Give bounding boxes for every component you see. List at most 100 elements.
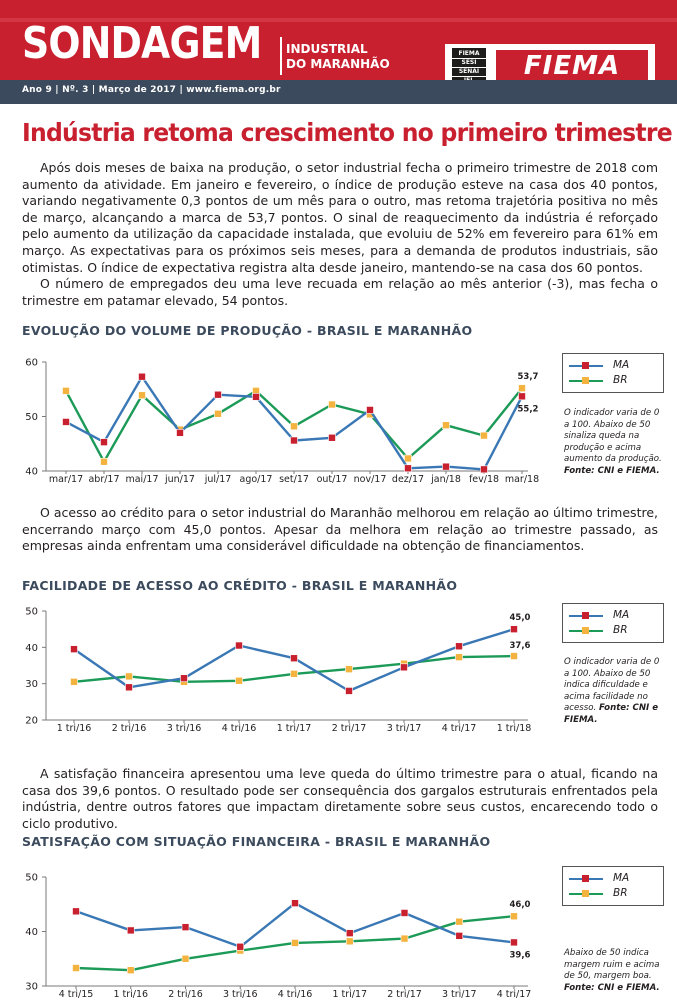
legend-label-br: BR <box>613 887 628 899</box>
system-logo-senai: SENAI <box>452 68 486 77</box>
chart-finance-source: Fonte: CNI e FIEMA. <box>564 982 660 993</box>
data-point-ma <box>70 645 78 653</box>
chart-finance-note-text: Abaixo de 50 indica margem ruim e acima … <box>564 948 660 982</box>
x-tick-label: abr/17 <box>88 474 119 485</box>
data-point-br <box>290 670 298 678</box>
data-point-ma <box>345 687 353 695</box>
chart-production-source: Fonte: CNI e FIEMA. <box>564 465 660 476</box>
data-label-lower: 39,6 <box>510 950 531 960</box>
legend-label-ma: MA <box>613 359 630 371</box>
system-logo-sesi: SESI <box>452 59 486 68</box>
y-tick-label: 40 <box>25 643 38 654</box>
data-point-ma <box>235 641 243 650</box>
data-point-br <box>510 652 518 660</box>
data-point-br <box>442 421 450 430</box>
chart-finance: 30 40 50 4 tri/15 1 tri/16 2 tri/16 3 tri/16 4 … <box>0 866 677 1000</box>
y-tick-label: 40 <box>25 927 38 938</box>
data-point-ma <box>125 683 133 692</box>
data-point-ma <box>455 642 463 651</box>
data-label-lower: 37,6 <box>510 641 531 651</box>
chart-credit-legend: MA BR <box>562 603 664 643</box>
system-logo-stack: FIEMA SESI SENAI IEL <box>452 48 486 86</box>
y-tick-label: 40 <box>25 467 38 478</box>
chart-production-svg: 40 50 60 mar/17 abr/17 mai/17 jun/17 jul/17 ago/… <box>25 358 539 486</box>
legend-label-br: BR <box>613 624 628 636</box>
x-tick-label: 1 tri/16 <box>113 989 148 1000</box>
x-tick-label: 4 tri/16 <box>278 989 313 1000</box>
chart-finance-note: Abaixo de 50 indica margem ruim e acima … <box>564 948 664 994</box>
chart-production-note-text: O indicador varia de 0 a 100. Abaixo de … <box>564 408 662 465</box>
paragraph-4: A satisfação financeira apresentou uma l… <box>22 766 658 831</box>
y-tick-label: 50 <box>25 412 38 423</box>
x-tick-label: 2 tri/17 <box>332 723 367 734</box>
y-tick-label: 30 <box>25 982 38 993</box>
fiema-logo: FIEMA <box>496 50 648 82</box>
data-point-br <box>181 954 190 963</box>
x-tick-label: 2 tri/17 <box>387 989 422 1000</box>
data-point-ma <box>214 390 222 399</box>
chart-production-legend: MA BR <box>562 353 664 393</box>
masthead-logo: SONDAGEM <box>22 18 262 69</box>
data-point-br <box>345 665 353 673</box>
data-point-br <box>214 409 222 418</box>
legend-label-ma: MA <box>613 609 630 621</box>
y-tick-label: 20 <box>25 716 38 727</box>
data-point-br <box>291 939 299 947</box>
x-tick-label: 3 tri/17 <box>387 723 422 734</box>
data-point-ma <box>400 909 409 917</box>
data-point-br <box>70 678 78 686</box>
x-tick-label: jan/18 <box>430 474 461 485</box>
x-tick-label: 4 tri/15 <box>59 989 94 1000</box>
data-point-br <box>328 400 336 409</box>
data-point-br <box>290 422 298 431</box>
x-tick-label: 2 tri/16 <box>168 989 203 1000</box>
paragraph-1: Após dois meses de baixa na produção, o … <box>22 160 658 275</box>
data-point-ma <box>176 429 184 437</box>
x-tick-label: 3 tri/17 <box>442 989 477 1000</box>
data-point-ma <box>400 663 408 672</box>
chart-credit-note: O indicador varia de 0 a 100. Abaixo de … <box>564 657 664 727</box>
page-headline: Indústria retoma crescimento no primeiro… <box>22 118 673 147</box>
data-point-br <box>100 457 108 466</box>
x-tick-label: 2 tri/16 <box>112 723 147 734</box>
x-tick-label: 4 tri/17 <box>497 989 532 1000</box>
data-point-br <box>62 387 70 395</box>
masthead-divider <box>280 37 282 75</box>
chart-credit-title: FACILIDADE DE ACESSO AO CRÉDITO - BRASIL… <box>22 578 458 593</box>
issue-info[interactable]: Ano 9 | Nº. 3 | Março de 2017 | www.fiem… <box>22 85 281 95</box>
data-point-br <box>455 917 464 926</box>
masthead-subtitle-line2: DO MARANHÃO <box>286 57 390 71</box>
data-point-ma <box>138 372 146 381</box>
data-point-ma <box>345 929 354 937</box>
data-label-upper: 46,0 <box>510 900 531 910</box>
data-point-ma <box>236 942 245 951</box>
masthead <box>0 0 677 80</box>
data-point-ma <box>480 465 488 474</box>
data-point-br <box>455 653 463 661</box>
x-tick-label: jul/17 <box>204 474 232 485</box>
data-point-ma <box>291 899 299 907</box>
data-point-br <box>400 934 409 943</box>
data-point-ma <box>252 393 260 401</box>
data-point-ma <box>72 907 80 916</box>
x-tick-label: 1 tri/18 <box>497 723 532 734</box>
x-tick-label: ago/17 <box>240 474 273 485</box>
data-point-ma <box>290 436 298 445</box>
issue-bar <box>0 80 677 104</box>
data-point-br <box>345 937 354 946</box>
data-point-br <box>235 676 243 685</box>
data-point-ma <box>62 418 70 426</box>
chart-production-title: EVOLUÇÃO DO VOLUME DE PRODUÇÃO - BRASIL … <box>22 323 473 338</box>
data-point-ma <box>328 433 336 442</box>
data-point-ma <box>442 462 450 471</box>
data-point-br <box>72 964 80 972</box>
x-tick-label: fev/18 <box>469 474 499 485</box>
y-tick-label: 30 <box>25 679 38 690</box>
chart-credit-svg: 20 30 40 50 1 tri/16 2 tri/16 3 tri/16 4 tri/16… <box>25 607 532 735</box>
x-tick-label: mar/17 <box>49 474 83 485</box>
data-point-ma <box>100 438 108 446</box>
data-point-br <box>404 454 412 463</box>
data-label-lower: 55,2 <box>518 404 539 414</box>
data-point-br <box>480 431 488 440</box>
system-logo-fiema: FIEMA <box>452 50 486 59</box>
